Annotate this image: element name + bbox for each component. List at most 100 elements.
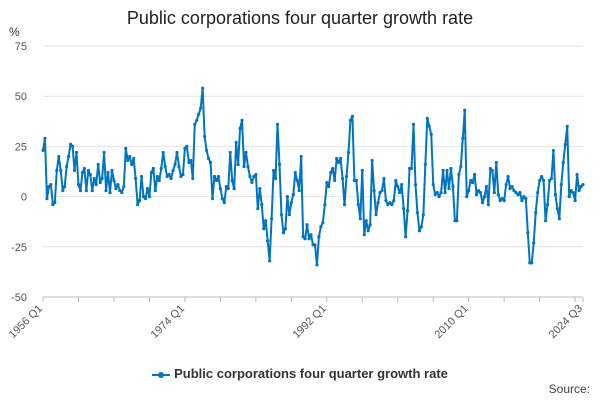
data-point xyxy=(348,118,353,122)
data-point xyxy=(151,166,155,171)
data-point xyxy=(116,182,120,187)
data-point xyxy=(130,162,134,167)
data-point xyxy=(181,172,185,177)
data-point xyxy=(323,203,327,207)
data-point xyxy=(581,182,585,187)
data-point xyxy=(415,211,420,215)
data-point xyxy=(549,176,554,181)
data-point xyxy=(553,192,558,197)
data-point xyxy=(463,108,467,112)
data-point xyxy=(445,168,449,173)
y-tick-label: 0 xyxy=(21,192,27,204)
data-point xyxy=(139,174,144,179)
data-point xyxy=(106,170,110,175)
data-point xyxy=(124,146,128,151)
data-point xyxy=(559,182,563,187)
data-point xyxy=(216,174,221,179)
chart-title: Public corporations four quarter growth … xyxy=(126,8,474,28)
data-point xyxy=(325,180,329,185)
data-point xyxy=(423,162,427,167)
data-point xyxy=(281,231,286,235)
data-point xyxy=(541,178,546,183)
data-point xyxy=(195,118,199,122)
data-point xyxy=(492,190,496,195)
data-point xyxy=(490,168,494,173)
data-point xyxy=(271,168,276,173)
data-point xyxy=(191,176,195,181)
data-point xyxy=(230,178,234,183)
data-point xyxy=(350,114,355,118)
data-point xyxy=(244,150,248,155)
data-point xyxy=(317,235,321,239)
data-point xyxy=(337,160,341,165)
data-point xyxy=(473,172,477,177)
data-point xyxy=(177,164,181,169)
data-point xyxy=(443,190,447,195)
data-point xyxy=(82,166,86,171)
data-point xyxy=(100,176,104,181)
data-point xyxy=(313,243,317,247)
data-point xyxy=(199,106,203,110)
data-point xyxy=(80,170,85,175)
data-point xyxy=(114,186,118,191)
data-point xyxy=(43,136,47,140)
data-point xyxy=(137,199,142,203)
data-point xyxy=(378,190,382,195)
data-point xyxy=(132,156,136,161)
data-point xyxy=(372,188,376,193)
data-point xyxy=(128,154,132,159)
data-point xyxy=(279,213,284,217)
data-point xyxy=(404,235,408,239)
data-point xyxy=(451,184,455,189)
data-point xyxy=(370,158,374,163)
data-point xyxy=(96,162,100,167)
data-point xyxy=(297,188,301,193)
data-point xyxy=(256,207,260,211)
data-point xyxy=(53,201,57,205)
data-point xyxy=(226,186,230,191)
data-point xyxy=(488,166,492,171)
data-point xyxy=(419,225,423,229)
data-point xyxy=(157,178,161,183)
data-point xyxy=(333,178,337,183)
data-point xyxy=(47,184,51,189)
data-point xyxy=(179,174,183,179)
data-point xyxy=(143,197,148,201)
data-point xyxy=(86,168,90,173)
data-point xyxy=(234,140,238,144)
data-point xyxy=(563,142,567,146)
data-point xyxy=(447,186,451,191)
data-point xyxy=(532,241,536,245)
data-point xyxy=(70,144,75,148)
data-point xyxy=(429,132,433,136)
data-point xyxy=(65,164,69,169)
data-point xyxy=(88,172,92,177)
data-point xyxy=(118,188,122,193)
data-point xyxy=(59,168,63,173)
data-point xyxy=(439,190,443,195)
data-point xyxy=(291,192,295,197)
data-point xyxy=(540,174,544,179)
data-point xyxy=(469,178,473,183)
legend[interactable]: Public corporations four quarter growth … xyxy=(0,366,600,381)
data-point xyxy=(214,178,219,183)
data-point xyxy=(307,237,311,241)
data-point xyxy=(102,150,106,155)
data-point xyxy=(63,184,67,189)
data-point xyxy=(270,217,274,221)
y-tick-label: -25 xyxy=(11,242,27,254)
data-point xyxy=(108,190,112,195)
data-point xyxy=(203,134,207,138)
data-point xyxy=(76,182,81,187)
data-point xyxy=(342,203,347,207)
data-point xyxy=(551,148,556,153)
data-point xyxy=(222,201,226,205)
data-point xyxy=(579,184,583,189)
data-point xyxy=(187,160,191,165)
data-point xyxy=(484,184,489,189)
x-tick-label: 2024 Q3 xyxy=(547,303,585,341)
data-point xyxy=(299,154,303,159)
data-point xyxy=(400,182,404,187)
data-point xyxy=(155,174,159,179)
data-point xyxy=(496,192,500,197)
